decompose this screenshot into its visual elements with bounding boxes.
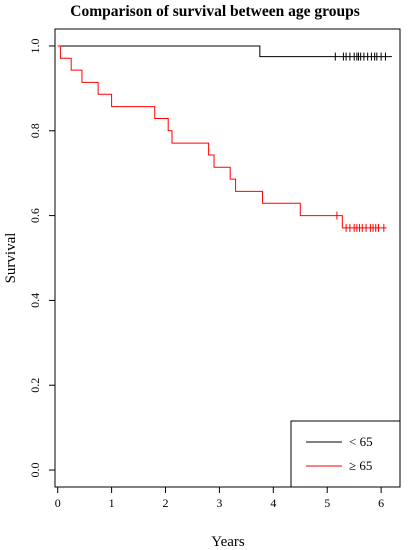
x-tick-label: 3 [216, 496, 222, 510]
x-tick-label: 2 [163, 496, 169, 510]
legend-box [290, 420, 401, 488]
x-tick-label: 1 [109, 496, 115, 510]
x-tick-label: 5 [324, 496, 330, 510]
y-tick-label: 0.0 [28, 463, 42, 478]
y-axis: 0.0 0.2 0.4 0.6 0.8 1.0 [28, 38, 55, 478]
legend-label-65-plus: ≥ 65 [349, 458, 372, 473]
legend-label-under-65: < 65 [349, 434, 373, 449]
series-under-65 [57, 45, 392, 61]
x-tick-label: 4 [270, 496, 276, 510]
y-tick-label: 0.8 [28, 123, 42, 138]
legend: < 65 ≥ 65 [290, 420, 401, 488]
y-axis-label: Survival [3, 233, 19, 284]
plot-frame [54, 28, 401, 488]
y-tick-label: 0.6 [28, 208, 42, 223]
series-65-plus [57, 45, 387, 232]
x-tick-label: 0 [55, 496, 61, 510]
chart-title: Comparison of survival between age group… [70, 3, 359, 20]
y-tick-label: 1.0 [28, 38, 42, 53]
x-tick-label: 6 [378, 496, 384, 510]
survival-curve-under-65 [57, 45, 392, 58]
y-tick-label: 0.2 [28, 378, 42, 393]
y-tick-label: 0.4 [28, 293, 42, 308]
series-layer [57, 45, 392, 232]
x-axis: 0 1 2 3 4 5 6 [55, 487, 384, 510]
survival-curve-65-plus [57, 45, 387, 229]
x-axis-label: Years [211, 534, 245, 550]
